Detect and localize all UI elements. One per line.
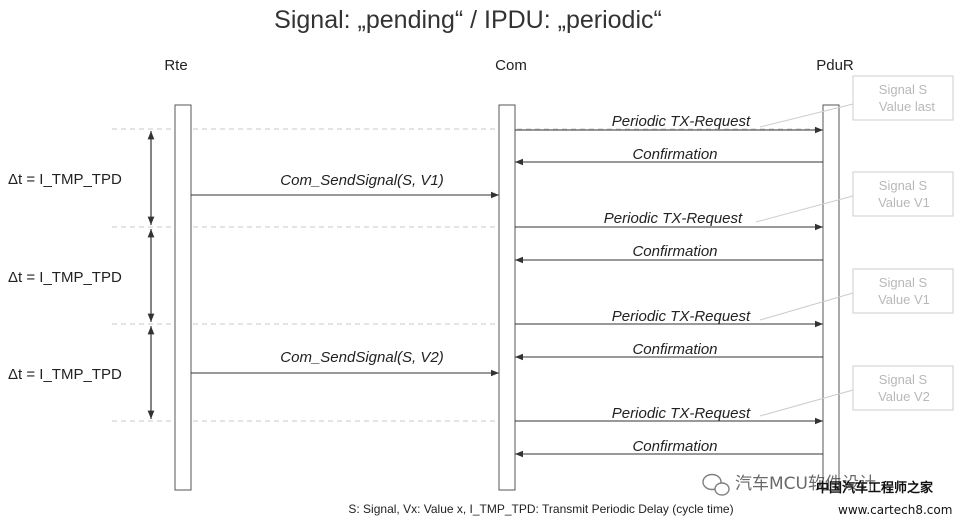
note-connectors xyxy=(755,103,854,417)
note-frame xyxy=(852,171,954,217)
note-line: Signal S xyxy=(879,178,928,193)
note-line: Signal S xyxy=(879,372,928,387)
note-box: Signal S Value V1 xyxy=(852,268,954,314)
message-label: Confirmation xyxy=(632,243,717,260)
message-label: Confirmation xyxy=(632,146,717,163)
wechat-icon xyxy=(702,473,730,496)
note-box: Signal S Value V1 xyxy=(852,171,954,217)
note-connector xyxy=(759,292,854,321)
note-line: Value V1 xyxy=(878,292,930,307)
message-label: Com_SendSignal(S, V1) xyxy=(280,172,443,189)
note-line: Value V2 xyxy=(878,389,930,404)
cycle-separators xyxy=(112,128,830,422)
message-label: Confirmation xyxy=(632,438,717,455)
note-frame xyxy=(852,268,954,314)
note-box: Signal S Value last xyxy=(852,75,954,121)
diagram-title: Signal: „pending“ / IPDU: „periodic“ xyxy=(274,6,662,34)
delta-t-label: Δt = I_TMP_TPD xyxy=(8,269,122,286)
message-label: Periodic TX-Request xyxy=(612,113,751,130)
lifeline-label-com: Com xyxy=(495,57,527,74)
note-frame xyxy=(852,365,954,411)
note-frame xyxy=(852,75,954,121)
lifeline-label-pdur: PduR xyxy=(816,57,854,74)
delta-t-label: Δt = I_TMP_TPD xyxy=(8,366,122,383)
activation-bar-rte xyxy=(174,104,192,491)
watermark-channel: 汽车MCU软件设计 xyxy=(735,474,876,494)
note-line: Signal S xyxy=(879,82,928,97)
note-box: Signal S Value V2 xyxy=(852,365,954,411)
watermark-site-url: www.cartech8.com xyxy=(838,503,952,517)
delta-t-label: Δt = I_TMP_TPD xyxy=(8,171,122,188)
message-arrows xyxy=(191,126,823,458)
message-label: Periodic TX-Request xyxy=(612,405,751,422)
legend-footer: S: Signal, Vx: Value x, I_TMP_TPD: Trans… xyxy=(348,502,733,516)
note-line: Value last xyxy=(879,99,936,114)
message-label: Confirmation xyxy=(632,341,717,358)
note-line: Signal S xyxy=(879,275,928,290)
message-label: Com_SendSignal(S, V2) xyxy=(280,349,443,366)
message-label: Periodic TX-Request xyxy=(612,308,751,325)
note-connector xyxy=(759,103,854,128)
message-label: Periodic TX-Request xyxy=(604,210,743,227)
activation-bar-com xyxy=(498,104,516,491)
lifeline-label-rte: Rte xyxy=(164,57,187,74)
note-connector xyxy=(755,195,854,223)
watermark-site-name: 中国汽车工程师之家 xyxy=(816,480,934,496)
note-line: Value V1 xyxy=(878,195,930,210)
note-connector xyxy=(759,389,854,417)
